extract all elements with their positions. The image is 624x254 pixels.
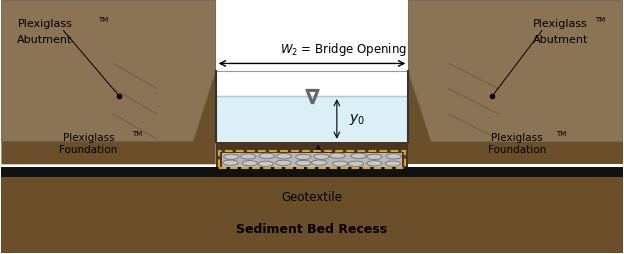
Bar [1,167,623,253]
Text: Sediment Bed Recess: Sediment Bed Recess [236,223,388,235]
Text: $W_2$ = Bridge Opening: $W_2$ = Bridge Opening [280,41,407,58]
Text: Foundation: Foundation [488,145,546,154]
Ellipse shape [311,160,327,166]
Polygon shape [1,72,216,165]
Text: Geotextile: Geotextile [281,190,343,203]
Ellipse shape [242,161,258,166]
Ellipse shape [276,161,291,166]
Text: Abutment: Abutment [533,35,588,45]
Text: Plexiglass: Plexiglass [62,132,114,142]
Text: TM: TM [132,131,142,137]
Polygon shape [408,1,623,142]
Bar [222,153,402,167]
Text: TM: TM [556,131,567,137]
Bar [216,142,408,167]
Ellipse shape [385,161,401,167]
Polygon shape [408,72,623,165]
Ellipse shape [314,154,329,160]
Ellipse shape [259,154,275,159]
Ellipse shape [386,154,401,159]
Bar [216,97,408,142]
Text: Plexiglass: Plexiglass [533,19,588,29]
Ellipse shape [333,162,348,167]
Text: Foundation: Foundation [59,145,117,154]
Ellipse shape [348,162,364,167]
Bar [1,167,623,177]
Ellipse shape [223,161,238,166]
Ellipse shape [367,161,382,166]
Ellipse shape [330,153,345,159]
Bar [219,152,405,168]
Text: $y_0$: $y_0$ [349,112,365,127]
Text: Plexiglass: Plexiglass [17,19,72,29]
Ellipse shape [296,161,311,166]
Ellipse shape [223,154,239,160]
Ellipse shape [258,162,273,167]
Ellipse shape [296,155,311,160]
Text: TM: TM [595,17,605,22]
Ellipse shape [240,154,256,160]
Text: Plexiglass: Plexiglass [491,132,543,142]
Bar [216,72,408,97]
Text: $y_c$: $y_c$ [324,148,339,162]
Polygon shape [1,1,216,142]
Text: Abutment: Abutment [17,35,72,45]
Text: TM: TM [98,17,108,22]
Ellipse shape [367,155,382,160]
Ellipse shape [351,154,366,159]
Ellipse shape [276,154,291,159]
